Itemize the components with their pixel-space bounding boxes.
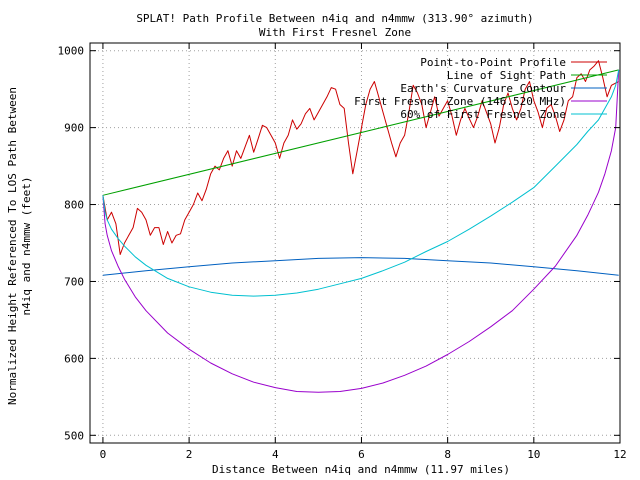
legend-label-0: Point-to-Point Profile <box>420 56 566 69</box>
series-line-3 <box>102 69 620 393</box>
y-tick-label: 500 <box>64 429 84 442</box>
plot-frame <box>89 42 621 444</box>
plot-border <box>89 42 621 444</box>
y-tick-label: 800 <box>64 199 84 212</box>
x-tick-label: 8 <box>444 448 451 461</box>
tick-marks: 0 2 4 6 8 10 12 500 600 700 800 900 1000 <box>58 43 627 461</box>
y-axis-label-line2: n4iq and n4mmw (feet) <box>20 176 33 315</box>
x-tick-label: 4 <box>272 448 279 461</box>
series-line-1 <box>102 69 619 196</box>
chart-title: SPLAT! Path Profile Between n4iq and n4m… <box>136 12 533 25</box>
x-tick-label: 2 <box>186 448 193 461</box>
legend-label-4: 60% of First Fresnel Zone <box>400 108 566 121</box>
x-axis-label: Distance Between n4iq and n4mmw (11.97 m… <box>212 463 510 476</box>
chart-subtitle: With First Fresnel Zone <box>259 26 411 39</box>
y-tick-label: 900 <box>64 122 84 135</box>
series-line-4 <box>102 69 620 297</box>
y-tick-label: 600 <box>64 352 84 365</box>
legend-label-2: Earth's Curvature Contour <box>400 82 566 95</box>
series-line-2 <box>102 257 619 276</box>
x-tick-label: 12 <box>613 448 626 461</box>
y-axis-label-line1: Normalized Height Referenced To LOS Path… <box>6 87 19 405</box>
x-tick-label: 6 <box>358 448 365 461</box>
y-tick-label: 1000 <box>58 45 85 58</box>
legend-label-3: First Fresnel Zone (146.520 MHz) <box>354 95 566 108</box>
series-layer <box>102 60 620 393</box>
legend-label-1: Line of Sight Path <box>447 69 566 82</box>
x-tick-label: 10 <box>527 448 540 461</box>
x-tick-label: 0 <box>100 448 107 461</box>
y-tick-label: 700 <box>64 275 84 288</box>
series-line-0 <box>102 60 619 255</box>
